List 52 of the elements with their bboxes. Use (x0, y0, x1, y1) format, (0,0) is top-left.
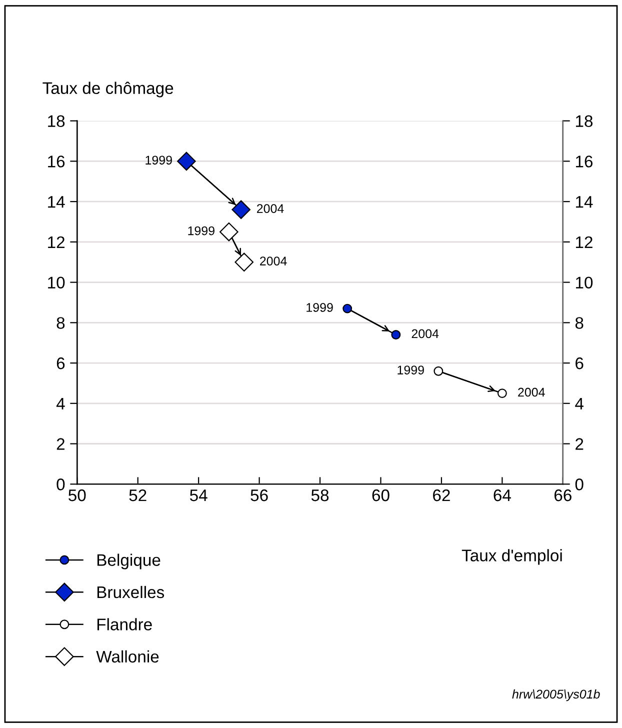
annotation: 2004 (518, 388, 545, 397)
y2-tick-label: 0 (575, 478, 584, 490)
y-tick-label: 2 (56, 438, 64, 450)
annotation: 2004 (256, 204, 284, 214)
y-tick-label: 8 (56, 317, 65, 329)
annotation: 1999 (146, 156, 172, 165)
point (177, 152, 196, 171)
annotation: 2004 (412, 329, 439, 338)
point (234, 252, 254, 272)
y-axis-title: Taux de chômage (42, 82, 174, 98)
y-tick-label: 10 (48, 276, 65, 289)
x-tick-label: 56 (250, 489, 268, 502)
annotation: 2004 (260, 256, 287, 266)
x-tick-label: 52 (129, 489, 146, 502)
y-tick-label: 18 (48, 115, 65, 128)
x-tick-label: 58 (311, 489, 329, 502)
y-tick-label: 16 (48, 156, 65, 168)
x-tick-label: 66 (554, 489, 572, 502)
y-tick-label: 14 (48, 196, 65, 208)
point (220, 222, 238, 242)
point (232, 200, 250, 220)
y2-tick-label: 6 (576, 357, 584, 370)
y-tick-label: 4 (56, 398, 65, 410)
text: hrw\2005\ys01b (512, 689, 600, 702)
y2-tick-label: 4 (575, 398, 584, 410)
x-tick-label: 62 (433, 489, 450, 502)
point (434, 366, 444, 376)
x-tick-label: 50 (68, 489, 86, 502)
x-tick-label: 54 (190, 490, 208, 502)
point (342, 304, 352, 314)
y2-tick-label: 16 (576, 156, 593, 168)
y2-tick-label: 14 (576, 196, 593, 208)
legend-label: Flandre (97, 618, 152, 630)
legend-label: Bruxelles (97, 586, 164, 598)
y2-tick-label: 18 (576, 115, 593, 128)
annotation: 1999 (398, 366, 424, 374)
y2-tick-label: 12 (576, 236, 592, 248)
y-tick-label: 6 (56, 357, 65, 370)
y2-tick-label: 8 (575, 317, 584, 329)
y-tick-label: 0 (56, 478, 65, 490)
legend-label: Belgique (97, 554, 160, 570)
legend-label: Wallonie (96, 650, 159, 663)
y-tick-label: 12 (48, 236, 64, 248)
x-axis-title: Taux d'emploi (462, 549, 562, 565)
point (497, 388, 507, 398)
y2-tick-label: 2 (576, 438, 584, 450)
annotation: 1999 (188, 226, 214, 236)
y2-tick-label: 10 (576, 276, 593, 289)
point (391, 330, 401, 340)
annotation: 1999 (306, 303, 333, 312)
x-tick-label: 60 (372, 489, 390, 502)
x-tick-label: 64 (494, 489, 511, 502)
